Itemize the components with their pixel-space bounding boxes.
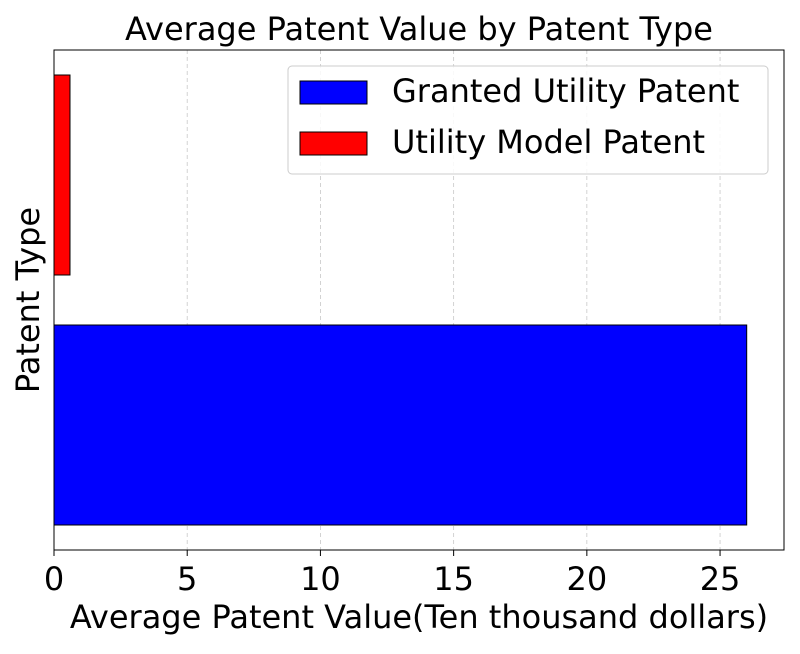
legend-swatch-granted-utility-patent [299, 80, 368, 105]
legend: Granted Utility Patent Utility Model Pat… [287, 65, 769, 175]
bar-utility-model-patent [53, 74, 71, 276]
x-axis-label: Average Patent Value(Ten thousand dollar… [70, 598, 768, 636]
tick-layer: 0 5 10 15 20 25 [44, 550, 741, 598]
y-axis-label: Patent Type [9, 207, 47, 393]
x-tick-label: 0 [44, 560, 64, 598]
x-tick-label: 20 [566, 560, 607, 598]
x-tick-label: 25 [700, 560, 741, 598]
legend-swatch-utility-model-patent [299, 131, 368, 156]
x-tick-label: 10 [300, 560, 341, 598]
chart-title: Average Patent Value by Patent Type [125, 10, 713, 48]
x-tick-label: 15 [433, 560, 474, 598]
bar-layer [53, 74, 748, 526]
legend-label-granted-utility-patent: Granted Utility Patent [392, 72, 739, 110]
plot-frame [53, 49, 785, 551]
bar-granted-utility-patent [53, 324, 748, 526]
legend-frame [287, 65, 769, 175]
legend-label-utility-model-patent: Utility Model Patent [392, 123, 705, 161]
x-tick-label: 5 [177, 560, 197, 598]
